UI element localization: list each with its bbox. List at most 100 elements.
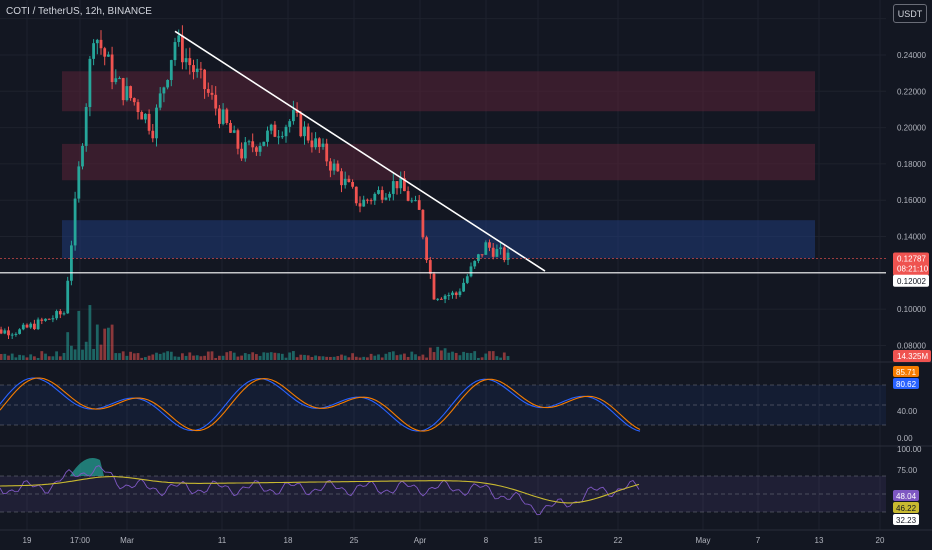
volume-bar xyxy=(199,356,203,360)
candle-body xyxy=(184,58,188,63)
candle-body xyxy=(81,145,84,167)
candle-body xyxy=(473,260,477,267)
candle-body xyxy=(240,148,243,159)
volume-bar xyxy=(354,356,358,360)
candle-body xyxy=(158,93,162,108)
volume-bar xyxy=(99,344,103,360)
candle-body xyxy=(506,252,510,261)
volume-bar xyxy=(66,332,70,360)
time-tick-label: 13 xyxy=(815,536,824,545)
rsi-pane: 100.00 75.00 48.04 46.22 32.23 xyxy=(0,445,922,525)
rsi-low-value: 32.23 xyxy=(896,516,917,525)
candle-body xyxy=(3,330,7,334)
candle-body xyxy=(73,198,77,246)
rsi-value: 48.04 xyxy=(896,492,917,501)
volume-label: 14.325M xyxy=(897,352,928,361)
volume-bar xyxy=(258,355,262,360)
volume-bar xyxy=(377,354,380,360)
candle-body xyxy=(88,58,92,108)
candle-body xyxy=(51,318,55,320)
candle-body xyxy=(373,193,377,201)
candle-body xyxy=(362,199,366,207)
candle-body xyxy=(203,69,206,90)
volume-bar xyxy=(188,352,192,360)
volume-bar xyxy=(451,351,454,360)
volume-bar xyxy=(95,324,99,360)
volume-bar xyxy=(369,353,373,360)
time-tick-label: Apr xyxy=(414,536,427,545)
candle-body xyxy=(380,190,384,200)
candle-body xyxy=(425,237,428,261)
time-axis: 19 17:00 Mar 11 18 25 Apr 8 15 22 May 7 13 20 xyxy=(23,536,885,545)
candle-body xyxy=(225,109,229,123)
candle-body xyxy=(10,334,14,336)
volume-bar xyxy=(181,353,184,360)
candle-body xyxy=(155,107,158,139)
candle-body xyxy=(454,292,458,296)
volume-bar xyxy=(192,355,195,360)
annotation-lines xyxy=(0,30,886,274)
currency-button[interactable]: USDT xyxy=(893,4,927,23)
volume-bar xyxy=(58,356,62,360)
candle-body xyxy=(343,178,347,186)
candle-body xyxy=(247,141,251,143)
candle-body xyxy=(232,130,236,133)
volume-bar xyxy=(73,349,77,360)
candle-body xyxy=(421,209,425,238)
candle-body xyxy=(107,54,110,57)
price-tick-label: 0.16000 xyxy=(897,196,926,205)
volume-bar xyxy=(140,357,144,360)
volume-bar xyxy=(14,357,18,360)
volume-bar xyxy=(114,353,118,360)
volume-bar xyxy=(269,352,273,360)
volume-bar xyxy=(232,352,236,360)
candle-body xyxy=(384,197,388,200)
candle-body xyxy=(440,298,443,300)
volume-bar xyxy=(121,351,125,360)
volume-bar xyxy=(362,356,366,360)
volume-bar xyxy=(417,356,421,360)
volume-bar xyxy=(462,351,465,360)
candle-body xyxy=(188,58,192,66)
volume-bar xyxy=(395,355,399,360)
volume-bar xyxy=(403,353,406,360)
volume-bar xyxy=(454,352,458,360)
candle-body xyxy=(44,318,47,321)
time-tick-label: 22 xyxy=(614,536,623,545)
time-tick-label: Mar xyxy=(120,536,134,545)
candle-body xyxy=(488,242,491,248)
volume-bar xyxy=(84,341,88,360)
candle-body xyxy=(255,147,258,152)
last-price-label: 0.12787 xyxy=(897,255,926,264)
candle-body xyxy=(251,141,255,148)
volume-bar xyxy=(388,352,391,360)
candle-body xyxy=(306,126,310,141)
candle-body xyxy=(21,324,25,330)
candle-body xyxy=(195,68,199,73)
price-tick-label: 0.22000 xyxy=(897,87,926,96)
time-tick-label: 8 xyxy=(484,536,489,545)
candle-body xyxy=(443,295,447,300)
candle-body xyxy=(95,39,99,44)
volume-bar xyxy=(414,354,417,360)
volume-bar xyxy=(36,357,40,360)
volume-bar xyxy=(480,357,484,360)
candle-body xyxy=(144,113,147,120)
candle-body xyxy=(303,126,306,137)
candle-body xyxy=(295,109,299,113)
candle-body xyxy=(266,130,269,142)
candle-body xyxy=(480,254,484,256)
candle-body xyxy=(92,43,95,59)
supply-zone xyxy=(62,71,815,112)
candle-body xyxy=(502,247,506,261)
candle-body xyxy=(206,89,210,93)
volume-bar xyxy=(347,357,351,360)
volume-bar xyxy=(136,353,140,360)
volume-bar xyxy=(502,352,506,360)
price-tick-label: 0.14000 xyxy=(897,233,926,242)
candle-body xyxy=(55,311,58,319)
candle-body xyxy=(321,143,325,147)
volume-bar xyxy=(306,355,310,360)
stochastic-pane: 40.00 0.00 85.71 80.62 xyxy=(0,366,919,443)
